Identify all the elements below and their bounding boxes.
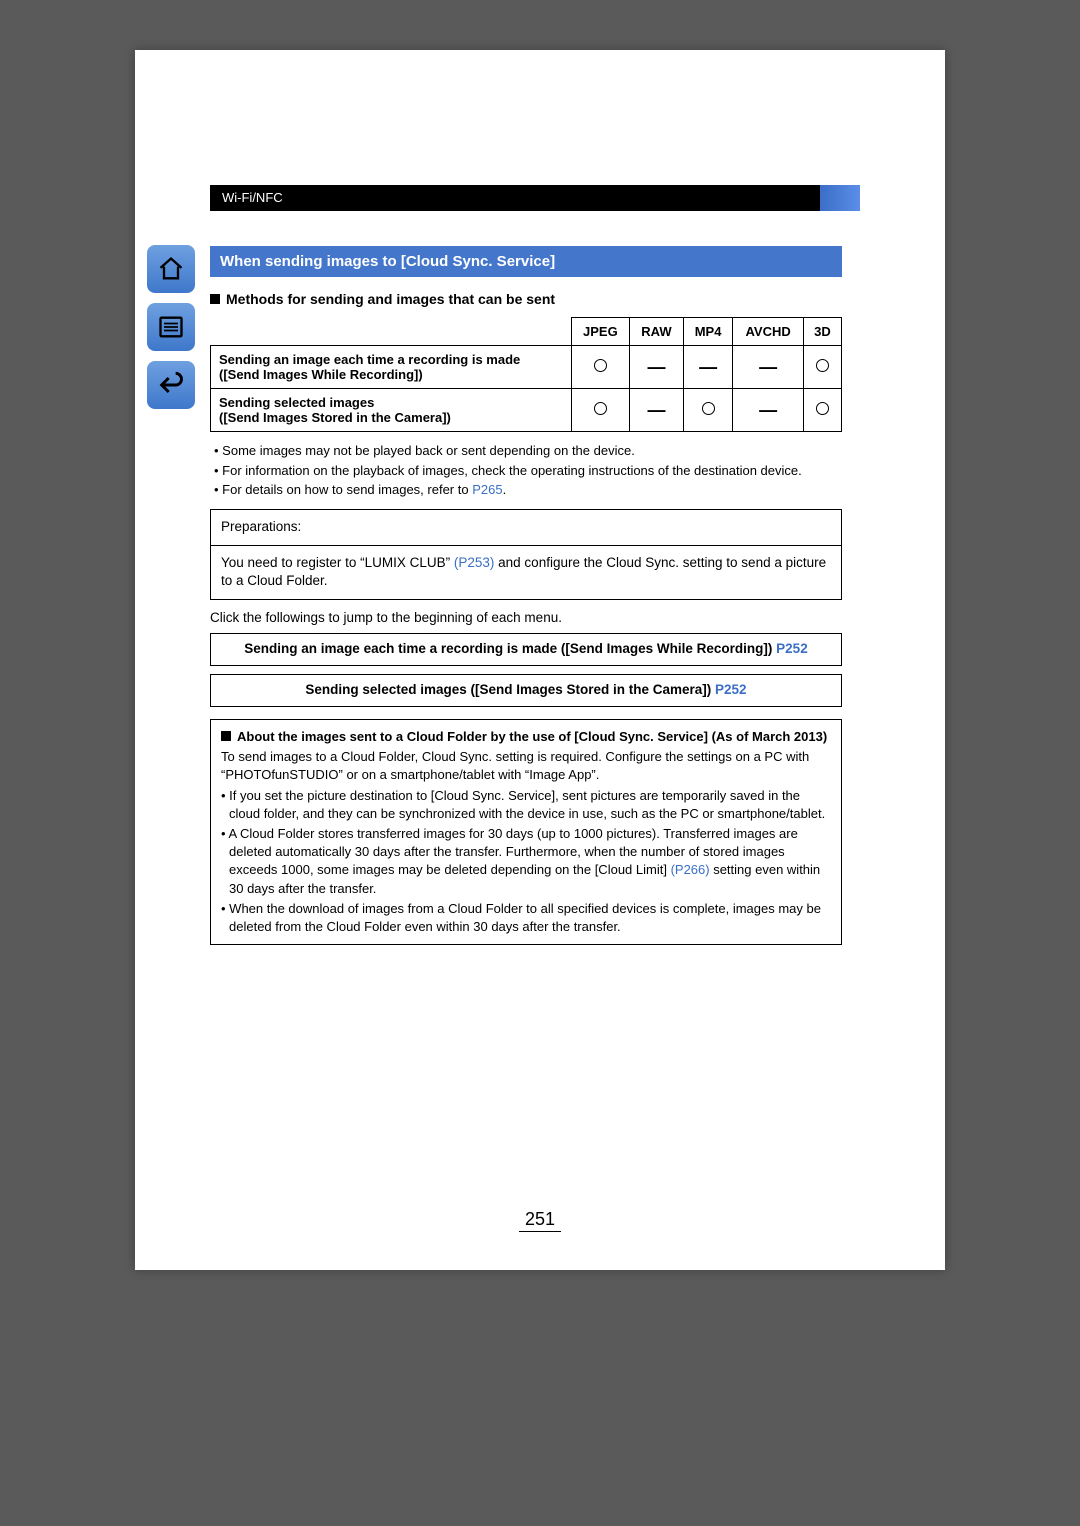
- cell: [803, 389, 841, 432]
- about-heading: About the images sent to a Cloud Folder …: [221, 728, 831, 746]
- contents-icon: [157, 313, 185, 341]
- table-row: Sending selected images ([Send Images St…: [211, 389, 842, 432]
- dash-icon: —: [759, 357, 777, 377]
- cell: —: [733, 389, 804, 432]
- th-3d: 3D: [803, 318, 841, 346]
- home-button[interactable]: [147, 245, 195, 293]
- about-text: To send images to a Cloud Folder, Cloud …: [221, 748, 831, 784]
- about-bullet: • When the download of images from a Clo…: [221, 900, 831, 936]
- page-link-p252: P252: [776, 641, 808, 656]
- row-label-l2: ([Send Images While Recording]): [219, 367, 423, 382]
- cell: [803, 346, 841, 389]
- home-icon: [157, 255, 185, 283]
- bullet-square-icon: [221, 731, 231, 741]
- page-link-p265[interactable]: P265: [472, 482, 502, 497]
- circle-icon: [594, 402, 607, 415]
- row-label-l2: ([Send Images Stored in the Camera]): [219, 410, 451, 425]
- page-number-text: 251: [519, 1209, 561, 1232]
- circle-icon: [816, 359, 829, 372]
- manual-page: Wi-Fi/NFC When sending images to [Cloud …: [135, 50, 945, 1270]
- note-line: • For details on how to send images, ref…: [214, 481, 842, 499]
- row-label-l1: Sending an image each time a recording i…: [219, 352, 520, 367]
- breadcrumb-text: Wi-Fi/NFC: [222, 190, 283, 205]
- preparations-box: Preparations: You need to register to “L…: [210, 509, 842, 601]
- header-accent: [820, 185, 860, 211]
- note-text: For information on the playback of image…: [222, 463, 802, 478]
- cell: [571, 389, 630, 432]
- circle-icon: [594, 359, 607, 372]
- jump-link-recording[interactable]: Sending an image each time a recording i…: [210, 633, 842, 666]
- breadcrumb: Wi-Fi/NFC: [210, 185, 835, 211]
- cell: [683, 389, 733, 432]
- th-blank: [211, 318, 572, 346]
- notes-block: • Some images may not be played back or …: [210, 442, 842, 499]
- circle-icon: [816, 402, 829, 415]
- jump-text: Sending an image each time a recording i…: [244, 641, 776, 656]
- cell: —: [630, 346, 684, 389]
- th-jpeg: JPEG: [571, 318, 630, 346]
- about-heading-text: About the images sent to a Cloud Folder …: [237, 729, 827, 744]
- note-text: Some images may not be played back or se…: [222, 443, 635, 458]
- sidebar-nav: [147, 245, 199, 419]
- jump-text: Sending selected images ([Send Images St…: [305, 682, 715, 697]
- circle-icon: [702, 402, 715, 415]
- back-button[interactable]: [147, 361, 195, 409]
- about-bullet: • A Cloud Folder stores transferred imag…: [221, 825, 831, 898]
- about-box: About the images sent to a Cloud Folder …: [210, 719, 842, 945]
- jump-intro: Click the followings to jump to the begi…: [210, 610, 842, 625]
- note-text: For details on how to send images, refer…: [222, 482, 472, 497]
- row-label: Sending an image each time a recording i…: [211, 346, 572, 389]
- row-label: Sending selected images ([Send Images St…: [211, 389, 572, 432]
- note-line: • For information on the playback of ima…: [214, 462, 842, 480]
- cell: [571, 346, 630, 389]
- note-text: .: [503, 482, 507, 497]
- th-mp4: MP4: [683, 318, 733, 346]
- dash-icon: —: [759, 400, 777, 420]
- section-title: When sending images to [Cloud Sync. Serv…: [210, 246, 842, 277]
- cell: —: [733, 346, 804, 389]
- cell: —: [630, 389, 684, 432]
- table-row: Sending an image each time a recording i…: [211, 346, 842, 389]
- page-link-p266[interactable]: (P266): [671, 862, 710, 877]
- about-bullet: • If you set the picture destination to …: [221, 787, 831, 823]
- row-label-l1: Sending selected images: [219, 395, 374, 410]
- divider: [211, 545, 841, 546]
- methods-heading-text: Methods for sending and images that can …: [226, 291, 555, 307]
- back-icon: [157, 371, 185, 399]
- jump-link-stored[interactable]: Sending selected images ([Send Images St…: [210, 674, 842, 707]
- page-link-p252: P252: [715, 682, 747, 697]
- prep-title: Preparations:: [221, 518, 831, 537]
- dash-icon: —: [647, 400, 665, 420]
- dash-icon: —: [647, 357, 665, 377]
- note-line: • Some images may not be played back or …: [214, 442, 842, 460]
- about-text: When the download of images from a Cloud…: [229, 901, 821, 934]
- prep-text: You need to register to “LUMIX CLUB”: [221, 555, 454, 570]
- th-raw: RAW: [630, 318, 684, 346]
- bullet-square-icon: [210, 294, 220, 304]
- th-avchd: AVCHD: [733, 318, 804, 346]
- methods-heading: Methods for sending and images that can …: [210, 291, 842, 307]
- page-link-p253[interactable]: (P253): [454, 555, 495, 570]
- page-content: When sending images to [Cloud Sync. Serv…: [210, 246, 842, 945]
- contents-button[interactable]: [147, 303, 195, 351]
- dash-icon: —: [699, 357, 717, 377]
- about-text: If you set the picture destination to [C…: [229, 788, 825, 821]
- page-number: 251: [135, 1209, 945, 1230]
- table-header-row: JPEG RAW MP4 AVCHD 3D: [211, 318, 842, 346]
- cell: —: [683, 346, 733, 389]
- format-table: JPEG RAW MP4 AVCHD 3D Sending an image e…: [210, 317, 842, 432]
